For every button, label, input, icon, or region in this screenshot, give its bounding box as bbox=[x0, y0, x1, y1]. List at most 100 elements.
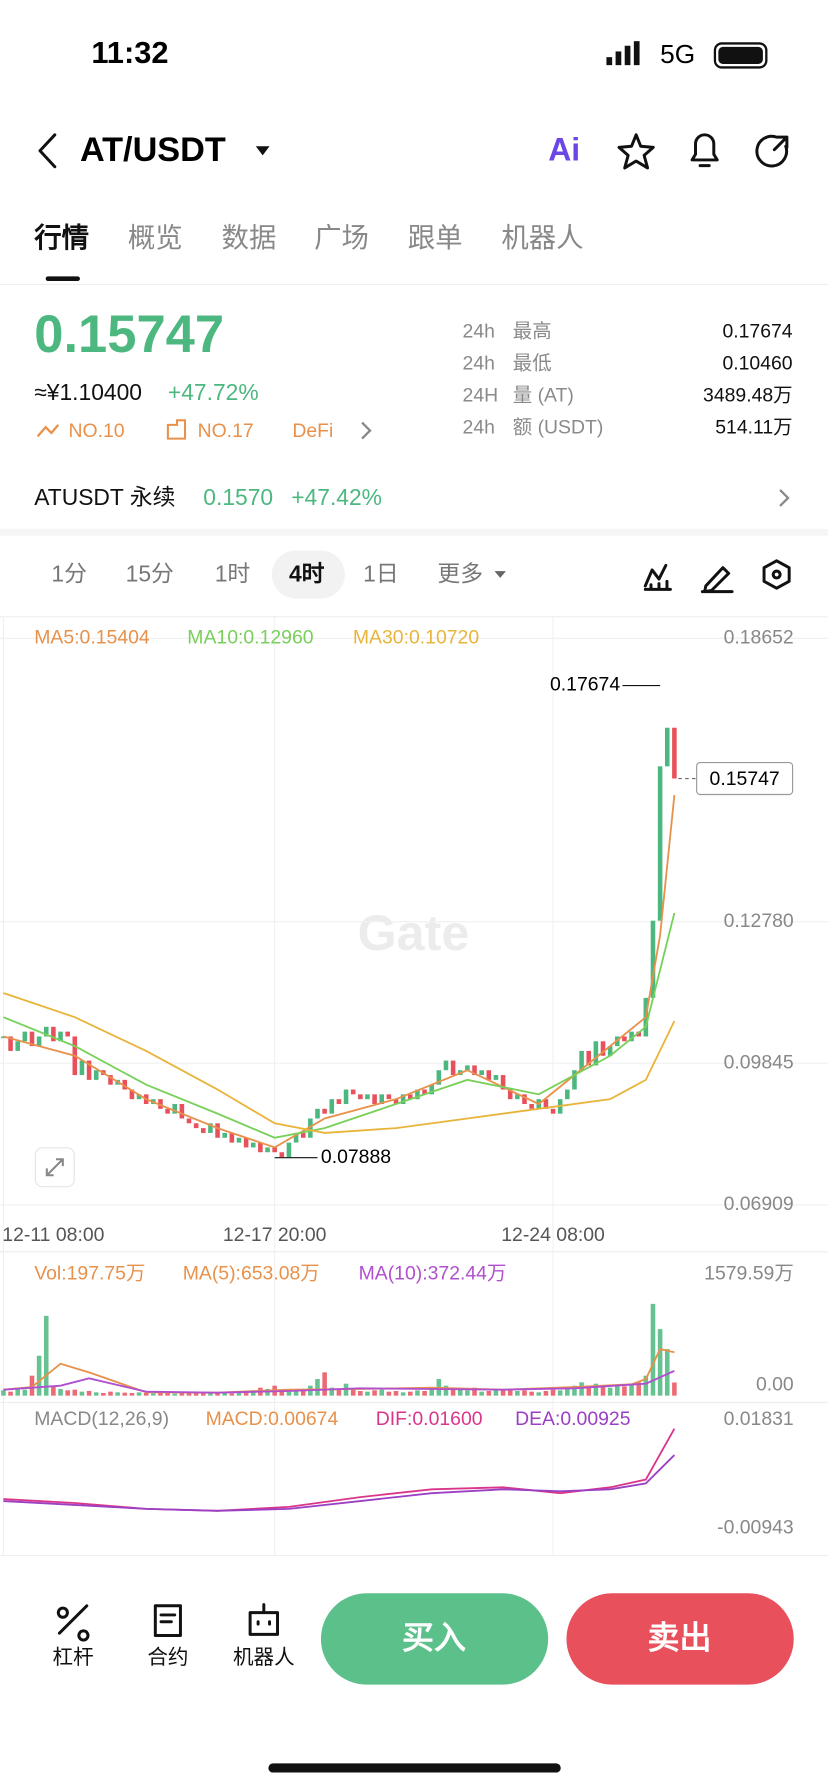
volume-bar bbox=[515, 1390, 520, 1396]
tab[interactable]: 数据 bbox=[222, 222, 277, 253]
action-label[interactable]: 机器人 bbox=[233, 1646, 295, 1669]
indicator-button[interactable] bbox=[643, 563, 672, 591]
back-button[interactable] bbox=[38, 133, 57, 169]
volume-bar bbox=[215, 1392, 220, 1396]
volume-bar bbox=[386, 1391, 392, 1396]
perpetual-chevron[interactable] bbox=[779, 489, 790, 507]
volume-bar bbox=[415, 1390, 420, 1396]
volume-bar bbox=[643, 1375, 649, 1396]
volume-bar bbox=[279, 1389, 285, 1396]
interval[interactable]: 1分 bbox=[51, 561, 87, 587]
volume-bar bbox=[600, 1385, 606, 1396]
candle bbox=[422, 1089, 427, 1095]
candle bbox=[358, 1094, 363, 1100]
y-tick-label: 0.01831 bbox=[724, 1408, 794, 1430]
volume-bar bbox=[500, 1389, 506, 1396]
tab[interactable]: 机器人 bbox=[501, 222, 583, 253]
volume-bar bbox=[293, 1390, 299, 1396]
candle bbox=[236, 1137, 242, 1143]
rank-tag[interactable]: NO.10 bbox=[69, 420, 125, 442]
interval[interactable]: 1日 bbox=[363, 561, 399, 587]
volume-bar bbox=[329, 1387, 335, 1396]
volume-bar bbox=[650, 1303, 656, 1396]
alert-button[interactable] bbox=[690, 133, 719, 168]
tab[interactable]: 跟单 bbox=[408, 222, 463, 253]
candle bbox=[515, 1094, 520, 1100]
buy-button[interactable] bbox=[320, 1593, 549, 1685]
draw-button[interactable] bbox=[700, 566, 734, 594]
tab[interactable]: 行情 bbox=[33, 222, 89, 253]
volume-bar bbox=[108, 1391, 113, 1396]
volume-bar bbox=[229, 1393, 235, 1396]
pair-title[interactable]: AT/USDT bbox=[80, 131, 226, 169]
volume-bar bbox=[358, 1390, 363, 1396]
tab-indicator bbox=[45, 276, 80, 281]
signal-icon bbox=[606, 41, 640, 66]
favorite-button[interactable] bbox=[617, 133, 655, 170]
perpetual-name[interactable]: ATUSDT 永续 bbox=[34, 484, 175, 510]
y-tick-label: 0.00 bbox=[756, 1374, 794, 1396]
sell-button[interactable] bbox=[566, 1593, 794, 1685]
volume-bar bbox=[179, 1391, 185, 1396]
volume-bar bbox=[507, 1389, 513, 1396]
buy-label[interactable]: 买入 bbox=[402, 1619, 466, 1655]
x-tick-label: 12-11 08:00 bbox=[2, 1224, 104, 1246]
volume-bar bbox=[408, 1391, 413, 1396]
candle bbox=[243, 1137, 249, 1148]
candle bbox=[208, 1123, 213, 1133]
action-label[interactable]: 合约 bbox=[147, 1646, 188, 1669]
section-gap bbox=[0, 528, 828, 536]
more-dropdown[interactable] bbox=[494, 571, 506, 578]
volume-bar bbox=[65, 1390, 70, 1396]
sector-tag[interactable]: DeFi bbox=[292, 420, 333, 442]
candle bbox=[393, 1099, 399, 1104]
stat-value: 0.10460 bbox=[722, 352, 792, 374]
stat-value: 3489.48万 bbox=[703, 384, 793, 406]
candle bbox=[443, 1060, 449, 1071]
ai-button[interactable]: Ai bbox=[548, 131, 580, 167]
pair-dropdown[interactable] bbox=[255, 146, 270, 156]
stat-label: 最低 bbox=[513, 352, 552, 374]
network: 5G bbox=[660, 39, 695, 69]
candle bbox=[65, 1031, 70, 1037]
tab[interactable]: 概览 bbox=[128, 222, 183, 253]
volume-bar bbox=[379, 1389, 385, 1396]
interval[interactable]: 1时 bbox=[215, 561, 251, 587]
candle bbox=[329, 1099, 335, 1114]
settings-button[interactable] bbox=[762, 559, 791, 590]
candle bbox=[507, 1089, 513, 1100]
candle bbox=[300, 1132, 306, 1138]
futures-icon bbox=[153, 1604, 182, 1637]
share-button[interactable] bbox=[755, 134, 789, 168]
volume-bar bbox=[151, 1393, 156, 1396]
tags-chevron[interactable] bbox=[361, 421, 372, 440]
volume-ma-legend: MA(10):372.44万 bbox=[359, 1263, 507, 1285]
volume-bar bbox=[115, 1392, 120, 1396]
macd-legend: DIF:0.01600 bbox=[376, 1408, 483, 1430]
action-label[interactable]: 杠杆 bbox=[53, 1646, 94, 1669]
battery bbox=[713, 42, 768, 69]
candle bbox=[522, 1094, 527, 1104]
candle bbox=[193, 1123, 199, 1129]
interval[interactable]: 15分 bbox=[126, 561, 174, 587]
volume-bar bbox=[565, 1389, 570, 1396]
sell-label[interactable]: 卖出 bbox=[648, 1619, 712, 1655]
rank-tag[interactable]: NO.17 bbox=[198, 420, 254, 442]
volume-ma-line bbox=[3, 1348, 675, 1394]
candle bbox=[622, 1036, 627, 1042]
ma-line bbox=[3, 992, 676, 1134]
tab[interactable]: 广场 bbox=[314, 222, 369, 253]
candle bbox=[279, 1152, 285, 1158]
candle bbox=[79, 1060, 85, 1076]
interval[interactable]: 4时 bbox=[289, 561, 325, 587]
candle bbox=[400, 1094, 406, 1104]
interval[interactable]: 更多 bbox=[437, 561, 483, 587]
candle bbox=[129, 1089, 135, 1100]
candle bbox=[379, 1094, 385, 1104]
candle bbox=[8, 1036, 13, 1051]
volume-bar bbox=[250, 1390, 256, 1396]
candle bbox=[350, 1089, 356, 1095]
candle bbox=[265, 1147, 270, 1153]
volume-bar bbox=[657, 1329, 663, 1396]
volume-bar bbox=[43, 1315, 49, 1396]
